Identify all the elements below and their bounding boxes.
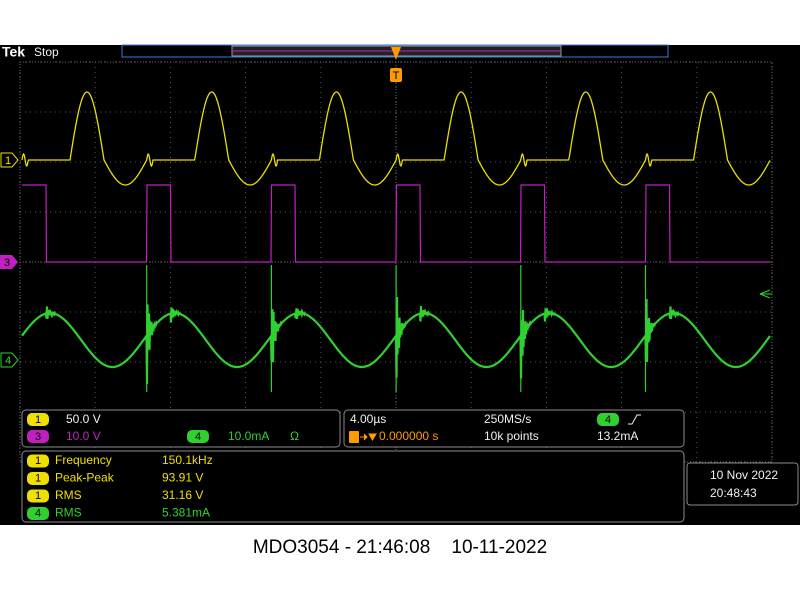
measurement-channel: 1 [35, 472, 41, 484]
measurement-value: 5.381mA [162, 506, 210, 520]
sample-rate: 250MS/s [484, 412, 531, 426]
ch3-scale: 10.0 V [66, 429, 101, 443]
measurement-name: Peak-Peak [55, 471, 115, 485]
measurement-value: 93.91 V [162, 471, 203, 485]
ch3-badge [27, 430, 49, 443]
ch3-waveform [22, 184, 770, 263]
ch3-badge-label: 3 [35, 431, 41, 443]
date: 10 Nov 2022 [710, 468, 778, 482]
trigger-source-badge [597, 413, 619, 426]
run-status: Stop [34, 45, 59, 59]
datetime-panel [686, 462, 799, 506]
trigger-marker-label: T [393, 70, 400, 82]
measurement-panel [21, 450, 685, 523]
channel-panel [21, 409, 341, 448]
caption: MDO3054 - 21:46:08 10-11-2022 [253, 537, 547, 558]
ch4-badge [187, 430, 209, 443]
measurement-channel: 1 [35, 490, 41, 502]
time: 20:48:43 [710, 486, 757, 500]
ch1-badge [27, 413, 49, 426]
ch1-marker [0, 152, 19, 168]
trigger-arrow-icon [360, 433, 377, 441]
brand: Tek [2, 44, 25, 60]
trigger-icon [349, 431, 359, 443]
ch4-scale: 10.0mA [228, 429, 269, 443]
ch4-termination: Ω [290, 429, 299, 443]
measurement-value: 150.1kHz [162, 453, 213, 467]
trigger-level: 13.2mA [597, 429, 638, 443]
measurement-badge [27, 507, 49, 520]
waveforms [21, 91, 771, 392]
measurement-name: RMS [55, 506, 82, 520]
record-length: 10k points [484, 429, 539, 443]
measurement-channel: 1 [35, 455, 41, 467]
measurement-badge [27, 472, 49, 485]
trigger-position-marker [391, 47, 401, 60]
measurement-name: RMS [55, 488, 82, 502]
measurement-badge [27, 454, 49, 468]
ch4-badge-label: 4 [195, 431, 201, 443]
trigger-position: 0.000000 s [379, 429, 438, 443]
ch4-marker-label: 4 [5, 355, 11, 367]
trigger-level-marker [759, 289, 772, 299]
ch1-waveform [21, 91, 771, 186]
measurement-name: Frequency [55, 453, 112, 467]
measurement-channel: 4 [35, 507, 41, 519]
time-scale: 4.00µs [350, 412, 386, 426]
measurement-badge [27, 489, 49, 503]
ch1-scale: 50.0 V [66, 412, 101, 426]
measurement-value: 31.16 V [162, 488, 203, 502]
trigger-slope-icon [628, 414, 641, 425]
ch3-marker-label: 3 [4, 257, 10, 269]
trigger-source: 4 [605, 414, 611, 426]
ch4-marker [0, 352, 19, 368]
ch1-marker-label: 1 [5, 155, 11, 167]
ch3-marker [0, 255, 18, 269]
ch1-badge-label: 1 [35, 414, 41, 426]
measurement-list: 1 Frequency 150.1kHz 1 Peak-Peak 93.91 V 1 RMS 3… [27, 453, 213, 520]
trigger-marker [390, 68, 402, 82]
